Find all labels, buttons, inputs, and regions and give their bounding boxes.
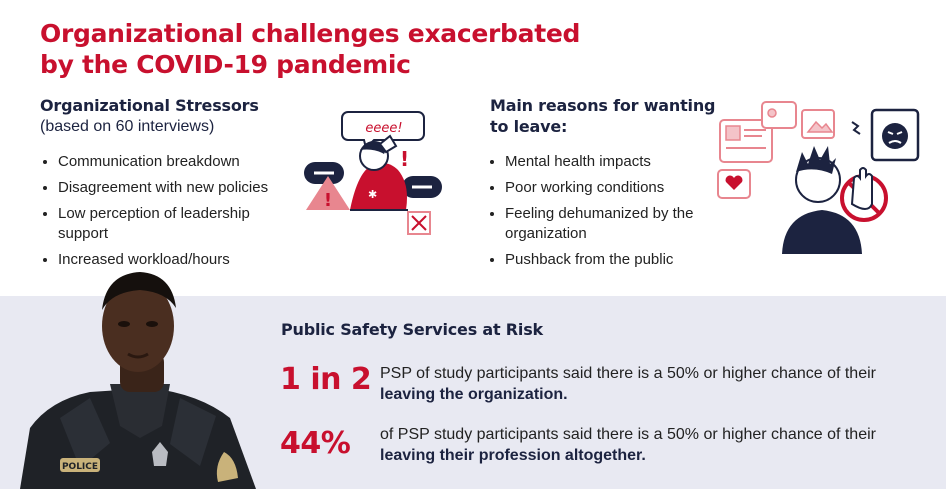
worker-hand xyxy=(378,134,398,154)
frustrated-person-illustration xyxy=(717,101,920,254)
officer-head xyxy=(102,280,174,372)
shoulder-patch xyxy=(216,452,238,482)
stat-value-2: 44% xyxy=(280,426,351,461)
person-body xyxy=(782,210,862,254)
list-item: Feeling dehumanized by the organization xyxy=(487,204,707,244)
list-item: Increased workload/hours xyxy=(40,250,290,270)
speech-bubble-text: eeee! xyxy=(365,121,402,136)
risk-heading: Public Safety Services at Risk xyxy=(281,320,543,339)
stressors-heading: Organizational Stressors xyxy=(40,96,259,115)
title-line-1: Organizational challenges exacerbated xyxy=(40,19,581,48)
stat-text-1-bold: leaving the organization. xyxy=(380,386,568,403)
stat-text-1: PSP of study participants said there is … xyxy=(380,363,920,405)
page-title: Organizational challenges exacerbated by… xyxy=(40,18,660,80)
stat-text-2-bold: leaving their profession altogether. xyxy=(380,447,646,464)
stressors-list: Communication breakdown Disagreement wit… xyxy=(40,152,290,276)
raised-hand xyxy=(850,167,873,210)
svg-text:!: ! xyxy=(324,190,332,211)
list-item: Poor working conditions xyxy=(487,178,707,198)
stat-text-2: of PSP study participants said there is … xyxy=(380,424,920,466)
police-patch-text: POLICE xyxy=(62,462,98,472)
warning-triangle xyxy=(306,176,350,210)
police-patch xyxy=(60,458,100,472)
chat-bubble-shape xyxy=(761,101,797,129)
svg-text:!: ! xyxy=(400,147,409,171)
list-item: Pushback from the public xyxy=(487,250,707,270)
list-item: Disagreement with new policies xyxy=(40,178,290,198)
stressed-worker-illustration: eeee! ! ! ✱ xyxy=(304,111,442,235)
heart-icon xyxy=(725,175,743,190)
angry-face-icon xyxy=(882,123,908,149)
svg-text:✱: ✱ xyxy=(368,188,377,201)
list-item: Mental health impacts xyxy=(487,152,707,172)
reasons-heading-line-1: Main reasons for wanting xyxy=(490,96,716,115)
stat-value-1: 1 in 2 xyxy=(280,362,372,397)
police-badge-icon xyxy=(152,442,168,466)
reasons-list: Mental health impacts Poor working condi… xyxy=(487,152,707,276)
stat-text-2-regular: of PSP study participants said there is … xyxy=(380,426,876,443)
stressors-subheading: (based on 60 interviews) xyxy=(40,118,215,135)
title-line-2: by the COVID-19 pandemic xyxy=(40,50,411,79)
list-item: Communication breakdown xyxy=(40,152,290,172)
reasons-heading-line-2: to leave: xyxy=(490,117,568,136)
stat-text-1-regular: PSP of study participants said there is … xyxy=(380,365,876,382)
police-officer-image: POLICE xyxy=(20,272,256,489)
worker-body xyxy=(350,162,407,210)
officer-hair xyxy=(102,272,176,310)
list-item: Low perception of leadership support xyxy=(40,204,290,244)
